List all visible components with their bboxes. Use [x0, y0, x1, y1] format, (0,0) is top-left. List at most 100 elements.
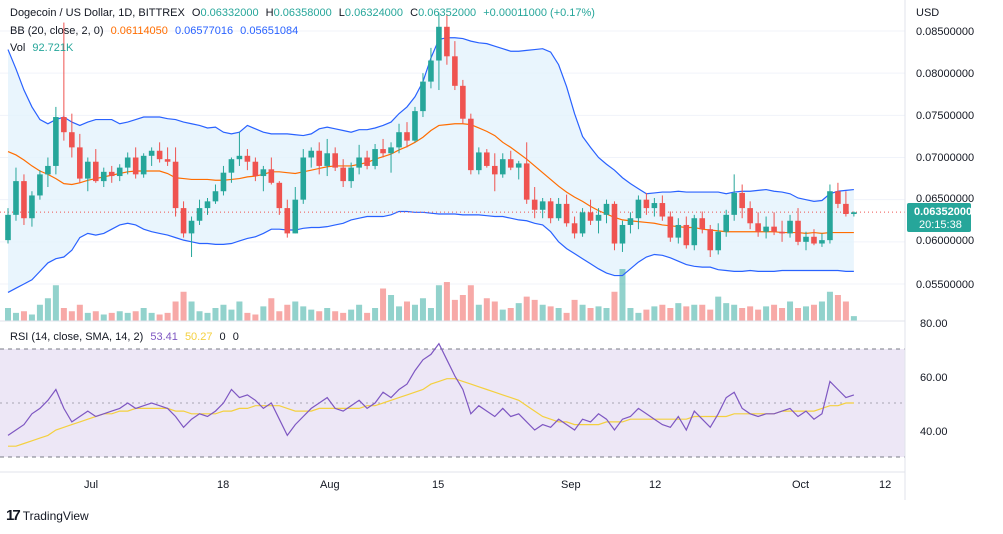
candle[interactable]: [659, 195, 666, 221]
candle[interactable]: [803, 231, 809, 251]
candle[interactable]: [85, 157, 91, 192]
candle[interactable]: [292, 187, 299, 234]
candle[interactable]: [723, 209, 729, 237]
symbol-title[interactable]: Dogecoin / US Dollar, 1D, BITTREX: [10, 7, 185, 19]
candle[interactable]: [563, 194, 570, 227]
candle[interactable]: [5, 208, 11, 244]
rsi-indicator-label[interactable]: RSI (14, close, SMA, 14, 2): [10, 331, 144, 343]
candle[interactable]: [755, 212, 761, 237]
candle[interactable]: [827, 184, 833, 244]
candle[interactable]: [707, 224, 714, 258]
candle[interactable]: [795, 208, 801, 246]
candle[interactable]: [180, 201, 187, 238]
candle[interactable]: [851, 211, 857, 217]
candle[interactable]: [148, 147, 155, 166]
candle[interactable]: [340, 159, 346, 188]
candle[interactable]: [212, 184, 219, 204]
candle[interactable]: [396, 123, 402, 154]
candle[interactable]: [404, 122, 410, 148]
rsi-pane[interactable]: [0, 342, 905, 458]
candle[interactable]: [188, 216, 195, 258]
candle[interactable]: [124, 152, 131, 175]
candle[interactable]: [619, 220, 626, 252]
candle[interactable]: [739, 184, 745, 219]
candle[interactable]: [284, 199, 291, 238]
candle[interactable]: [132, 147, 139, 179]
candle[interactable]: [276, 181, 283, 215]
candle[interactable]: [571, 216, 578, 239]
candle[interactable]: [324, 138, 330, 177]
candle[interactable]: [675, 218, 682, 244]
candle[interactable]: [468, 113, 474, 175]
candle[interactable]: [499, 153, 506, 178]
vol-indicator-label[interactable]: Vol: [10, 42, 26, 54]
candle[interactable]: [683, 216, 690, 249]
candle[interactable]: [699, 211, 706, 234]
bb-indicator-label[interactable]: BB (20, close, 2, 0): [10, 25, 104, 37]
candle[interactable]: [204, 197, 211, 215]
candle[interactable]: [491, 153, 498, 192]
candle[interactable]: [436, 12, 442, 91]
candle[interactable]: [420, 73, 426, 118]
candle[interactable]: [819, 233, 825, 247]
candle[interactable]: [37, 170, 43, 200]
tradingview-brand[interactable]: 17 TradingView: [6, 507, 89, 524]
candle[interactable]: [100, 167, 107, 188]
candle[interactable]: [356, 144, 362, 175]
rsi-legend[interactable]: RSI (14, close, SMA, 14, 2) 53.41 50.27 …: [10, 331, 243, 343]
candle[interactable]: [779, 220, 785, 242]
candle[interactable]: [156, 142, 163, 163]
candle[interactable]: [444, 14, 450, 65]
candle[interactable]: [21, 174, 27, 225]
bb-legend[interactable]: BB (20, close, 2, 0) 0.06114050 0.065770…: [10, 25, 302, 37]
candle[interactable]: [460, 79, 466, 124]
candle[interactable]: [244, 149, 251, 171]
candle[interactable]: [252, 157, 259, 182]
candle[interactable]: [348, 162, 354, 188]
candle[interactable]: [587, 199, 594, 225]
candle[interactable]: [539, 197, 546, 219]
candle[interactable]: [555, 197, 562, 221]
candle[interactable]: [13, 167, 19, 221]
candle[interactable]: [835, 182, 841, 209]
candle[interactable]: [45, 157, 51, 188]
candle[interactable]: [220, 165, 227, 196]
candle[interactable]: [635, 195, 642, 230]
candle[interactable]: [731, 174, 737, 221]
candle[interactable]: [260, 165, 267, 192]
ohlc-legend[interactable]: Dogecoin / US Dollar, 1D, BITTREX O0.063…: [10, 7, 599, 19]
candle[interactable]: [531, 187, 538, 219]
candle[interactable]: [268, 157, 275, 185]
candle[interactable]: [484, 149, 490, 168]
candle[interactable]: [579, 208, 586, 237]
vol-legend[interactable]: Vol 92.721K: [10, 42, 77, 54]
candle[interactable]: [108, 165, 115, 183]
candle[interactable]: [316, 142, 323, 175]
price-pane[interactable]: [0, 12, 905, 321]
candle[interactable]: [507, 150, 514, 171]
candle[interactable]: [61, 22, 67, 141]
candle[interactable]: [452, 41, 458, 91]
candle[interactable]: [691, 214, 698, 251]
candle[interactable]: [787, 214, 793, 238]
candle[interactable]: [627, 212, 634, 234]
candle[interactable]: [77, 133, 83, 183]
candle[interactable]: [92, 149, 99, 183]
candle[interactable]: [308, 147, 315, 168]
candle[interactable]: [643, 192, 650, 215]
candle[interactable]: [364, 150, 370, 170]
candle[interactable]: [715, 223, 722, 255]
candle[interactable]: [69, 113, 75, 158]
candle[interactable]: [603, 199, 610, 224]
candle[interactable]: [29, 191, 35, 227]
candle[interactable]: [843, 191, 849, 217]
candle[interactable]: [172, 147, 179, 217]
candle[interactable]: [300, 149, 307, 204]
candle[interactable]: [547, 197, 554, 224]
candle[interactable]: [412, 106, 418, 143]
candle[interactable]: [428, 47, 434, 89]
candle[interactable]: [811, 229, 817, 246]
candle[interactable]: [228, 157, 235, 183]
candle[interactable]: [164, 147, 171, 166]
